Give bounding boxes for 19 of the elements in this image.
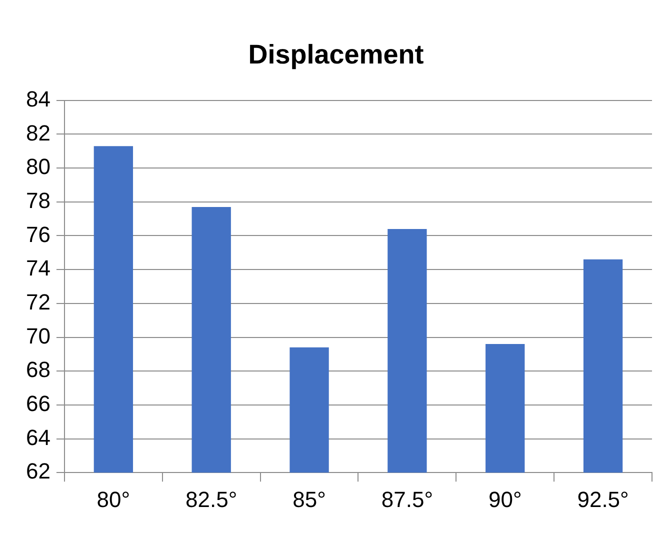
x-tick-label: 85° xyxy=(292,486,326,512)
y-tick-label: 84 xyxy=(26,86,50,112)
y-tick-label: 78 xyxy=(26,188,50,213)
y-tick-label: 80 xyxy=(26,154,50,180)
y-tick-label: 64 xyxy=(26,424,50,450)
y-tick-label: 74 xyxy=(26,256,50,281)
y-tick-label: 62 xyxy=(26,458,50,484)
x-tick-label: 80° xyxy=(96,486,130,512)
y-tick-label: 82 xyxy=(26,120,50,146)
x-tick-label: 90° xyxy=(488,486,522,512)
y-tick-label: 68 xyxy=(26,357,50,382)
y-tick-label: 76 xyxy=(26,222,50,247)
x-tick-label: 82.5° xyxy=(186,486,238,512)
y-tick-label: 72 xyxy=(26,289,50,314)
y-tick-label: 66 xyxy=(26,390,50,416)
chart-title: Displacement xyxy=(248,40,424,70)
x-tick-label: 87.5° xyxy=(381,486,434,512)
y-tick-label: 70 xyxy=(26,323,50,348)
x-tick-label: 92.5° xyxy=(577,486,629,512)
